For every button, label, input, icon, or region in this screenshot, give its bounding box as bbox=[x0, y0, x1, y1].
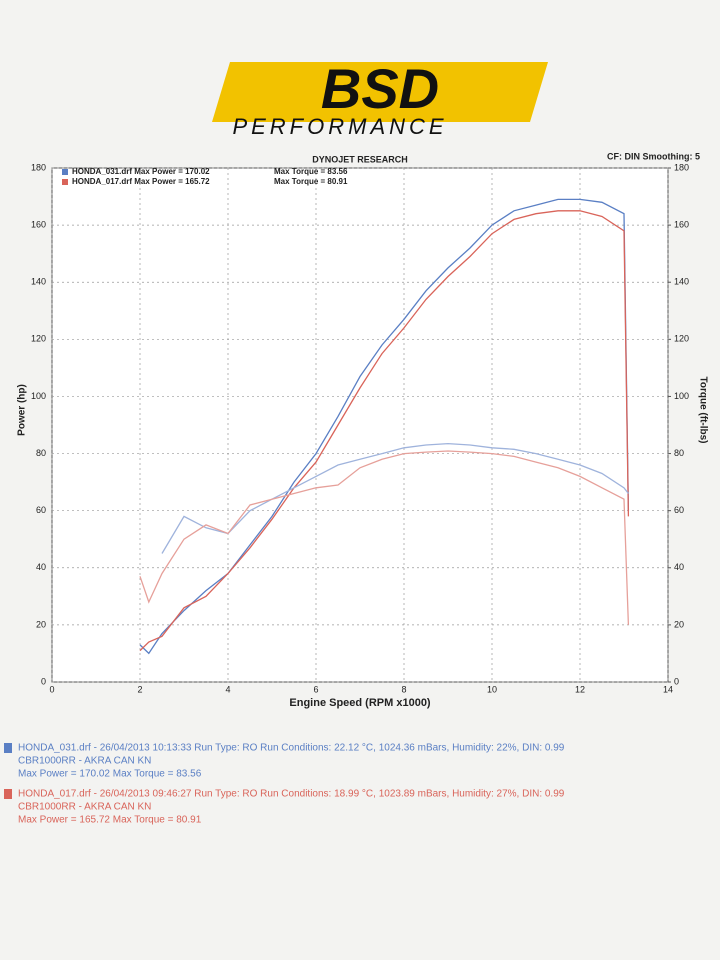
y2-tick-label: 100 bbox=[674, 391, 689, 401]
y2-tick-label: 20 bbox=[674, 619, 684, 629]
x-axis-label: Engine Speed (RPM x1000) bbox=[289, 697, 431, 709]
y2-tick-label: 0 bbox=[674, 676, 679, 686]
logo-tagline: PERFORMANCE bbox=[232, 114, 447, 139]
plot-area bbox=[51, 167, 669, 683]
y2-tick-label: 160 bbox=[674, 219, 689, 229]
legend-torque: Max Torque = 80.91 bbox=[274, 177, 348, 186]
y2-axis-label: Torque (ft-lbs) bbox=[697, 376, 708, 443]
run-info-line: CBR1000RR - AKRA CAN KN bbox=[18, 756, 151, 767]
y2-tick-label: 60 bbox=[674, 505, 684, 515]
x-tick-label: 14 bbox=[663, 684, 673, 694]
line-series bbox=[161, 442, 629, 554]
chart-title: DYNOJET RESEARCH bbox=[312, 154, 408, 164]
x-tick-label: 8 bbox=[401, 684, 406, 694]
y-tick-label: 180 bbox=[31, 162, 46, 172]
y-tick-label: 0 bbox=[41, 676, 46, 686]
y-tick-label: 120 bbox=[31, 334, 46, 344]
y-tick-label: 160 bbox=[31, 219, 46, 229]
run-info-line: HONDA_017.drf - 26/04/2013 09:46:27 Run … bbox=[18, 789, 565, 800]
y-axis-label: Power (hp) bbox=[17, 384, 28, 436]
y2-tick-label: 140 bbox=[674, 277, 689, 287]
run-info-line: CBR1000RR - AKRA CAN KN bbox=[18, 802, 151, 813]
y2-tick-label: 40 bbox=[674, 562, 684, 572]
legend-swatch bbox=[62, 179, 68, 185]
y-tick-label: 60 bbox=[36, 505, 46, 515]
legend-swatch bbox=[62, 169, 68, 175]
line-series bbox=[139, 450, 630, 625]
legend-power: HONDA_017.drf Max Power = 165.72 bbox=[72, 177, 210, 186]
line-series bbox=[139, 210, 630, 652]
run-swatch bbox=[4, 743, 12, 753]
run-swatch bbox=[4, 789, 12, 799]
run-info-line: HONDA_031.drf - 26/04/2013 10:13:33 Run … bbox=[18, 743, 565, 754]
y2-tick-label: 180 bbox=[674, 162, 689, 172]
legend-power: HONDA_031.drf Max Power = 170.02 bbox=[72, 167, 210, 176]
y-tick-label: 80 bbox=[36, 448, 46, 458]
y-tick-label: 100 bbox=[31, 391, 46, 401]
run-info-line: Max Power = 170.02 Max Torque = 83.56 bbox=[18, 769, 202, 780]
x-tick-label: 6 bbox=[313, 684, 318, 694]
x-tick-label: 0 bbox=[49, 684, 54, 694]
x-tick-label: 10 bbox=[487, 684, 497, 694]
x-tick-label: 2 bbox=[137, 684, 142, 694]
line-series bbox=[139, 198, 630, 655]
x-tick-label: 12 bbox=[575, 684, 585, 694]
y2-tick-label: 120 bbox=[674, 334, 689, 344]
x-tick-label: 4 bbox=[225, 684, 230, 694]
legend-torque: Max Torque = 83.56 bbox=[274, 167, 348, 176]
y-tick-label: 20 bbox=[36, 619, 46, 629]
logo-brand: BSD bbox=[321, 57, 439, 120]
logo-badge bbox=[212, 62, 548, 122]
y2-tick-label: 80 bbox=[674, 448, 684, 458]
run-info-line: Max Power = 165.72 Max Torque = 80.91 bbox=[18, 815, 202, 826]
y-tick-label: 140 bbox=[31, 277, 46, 287]
chart-subtitle: CF: DIN Smoothing: 5 bbox=[607, 151, 700, 161]
y-tick-label: 40 bbox=[36, 562, 46, 572]
